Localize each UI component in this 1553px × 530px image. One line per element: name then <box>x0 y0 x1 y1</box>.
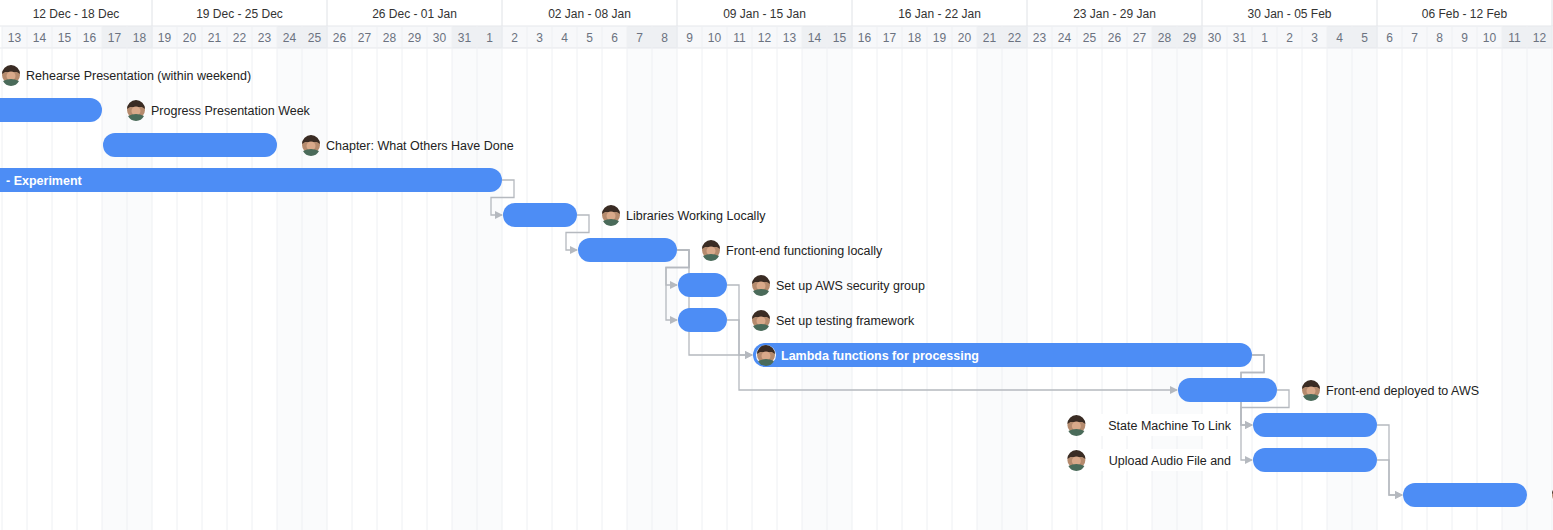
svg-text:11: 11 <box>733 31 746 45</box>
svg-text:25: 25 <box>1083 31 1097 45</box>
svg-text:13: 13 <box>8 31 22 45</box>
svg-text:15: 15 <box>58 31 72 45</box>
svg-text:19 Dec - 25 Dec: 19 Dec - 25 Dec <box>196 7 283 21</box>
svg-text:10: 10 <box>708 31 722 45</box>
svg-text:28: 28 <box>1158 31 1172 45</box>
svg-text:26: 26 <box>333 31 347 45</box>
svg-text:12: 12 <box>758 31 772 45</box>
svg-text:9: 9 <box>686 31 693 45</box>
svg-text:16: 16 <box>858 31 872 45</box>
svg-text:8: 8 <box>1436 31 1443 45</box>
svg-text:23: 23 <box>258 31 272 45</box>
svg-text:30: 30 <box>1208 31 1222 45</box>
svg-text:Progress Presentation Week: Progress Presentation Week <box>151 104 311 118</box>
svg-text:19: 19 <box>933 31 947 45</box>
svg-text:25: 25 <box>308 31 322 45</box>
svg-text:2: 2 <box>1286 31 1293 45</box>
svg-text:13: 13 <box>783 31 797 45</box>
svg-text:31: 31 <box>458 31 472 45</box>
svg-text:Rehearse Presentation (within: Rehearse Presentation (within weekend) <box>26 69 251 83</box>
svg-text:12 Dec - 18 Dec: 12 Dec - 18 Dec <box>33 7 120 21</box>
svg-text:- Experiment: - Experiment <box>6 174 83 188</box>
svg-text:4: 4 <box>1336 31 1343 45</box>
svg-text:8: 8 <box>661 31 668 45</box>
svg-text:27: 27 <box>1133 31 1147 45</box>
svg-text:Front-end functioning locally: Front-end functioning locally <box>726 244 883 258</box>
svg-text:12: 12 <box>1533 31 1547 45</box>
svg-text:23 Jan - 29 Jan: 23 Jan - 29 Jan <box>1073 7 1156 21</box>
svg-text:17: 17 <box>883 31 897 45</box>
svg-text:18: 18 <box>133 31 147 45</box>
svg-text:16 Jan - 22 Jan: 16 Jan - 22 Jan <box>898 7 981 21</box>
svg-text:Upload Audio File and: Upload Audio File and <box>1109 454 1231 468</box>
svg-text:6: 6 <box>1386 31 1393 45</box>
svg-text:Set up testing framework: Set up testing framework <box>776 314 915 328</box>
svg-text:26 Dec - 01 Jan: 26 Dec - 01 Jan <box>372 7 457 21</box>
svg-text:24: 24 <box>1058 31 1072 45</box>
svg-text:27: 27 <box>358 31 372 45</box>
svg-text:7: 7 <box>636 31 643 45</box>
svg-text:21: 21 <box>208 31 222 45</box>
svg-text:22: 22 <box>233 31 247 45</box>
svg-text:19: 19 <box>158 31 172 45</box>
svg-text:9: 9 <box>1461 31 1468 45</box>
svg-text:3: 3 <box>1311 31 1318 45</box>
svg-text:20: 20 <box>958 31 972 45</box>
svg-text:4: 4 <box>561 31 568 45</box>
svg-text:29: 29 <box>1183 31 1197 45</box>
svg-text:5: 5 <box>1361 31 1368 45</box>
svg-text:6: 6 <box>611 31 618 45</box>
svg-text:17: 17 <box>108 31 122 45</box>
svg-text:Chapter: What Others Have Done: Chapter: What Others Have Done <box>326 139 514 153</box>
svg-text:1: 1 <box>1261 31 1268 45</box>
svg-text:5: 5 <box>586 31 593 45</box>
svg-text:30: 30 <box>433 31 447 45</box>
svg-text:29: 29 <box>408 31 422 45</box>
svg-text:1: 1 <box>486 31 493 45</box>
svg-text:02 Jan - 08 Jan: 02 Jan - 08 Jan <box>548 7 631 21</box>
svg-text:30 Jan - 05 Feb: 30 Jan - 05 Feb <box>1247 7 1331 21</box>
svg-text:14: 14 <box>33 31 47 45</box>
svg-text:09 Jan - 15 Jan: 09 Jan - 15 Jan <box>723 7 806 21</box>
svg-text:26: 26 <box>1108 31 1122 45</box>
svg-text:14: 14 <box>808 31 822 45</box>
svg-text:06 Feb - 12 Feb: 06 Feb - 12 Feb <box>1422 7 1508 21</box>
svg-text:2: 2 <box>511 31 518 45</box>
svg-text:24: 24 <box>283 31 297 45</box>
svg-text:15: 15 <box>833 31 847 45</box>
svg-text:State Machine To Link: State Machine To Link <box>1108 419 1232 433</box>
svg-text:Libraries Working Locally: Libraries Working Locally <box>626 209 766 223</box>
svg-text:23: 23 <box>1033 31 1047 45</box>
svg-text:21: 21 <box>983 31 997 45</box>
svg-text:Set up AWS security group: Set up AWS security group <box>776 279 925 293</box>
svg-text:28: 28 <box>383 31 397 45</box>
svg-text:18: 18 <box>908 31 922 45</box>
svg-text:Front-end deployed to AWS: Front-end deployed to AWS <box>1326 384 1479 398</box>
svg-text:10: 10 <box>1483 31 1497 45</box>
svg-text:11: 11 <box>1508 31 1521 45</box>
svg-text:16: 16 <box>83 31 97 45</box>
svg-text:31: 31 <box>1233 31 1247 45</box>
svg-text:20: 20 <box>183 31 197 45</box>
svg-text:22: 22 <box>1008 31 1022 45</box>
svg-text:3: 3 <box>536 31 543 45</box>
svg-text:Lambda functions for processin: Lambda functions for processing <box>781 349 979 363</box>
svg-text:7: 7 <box>1411 31 1418 45</box>
